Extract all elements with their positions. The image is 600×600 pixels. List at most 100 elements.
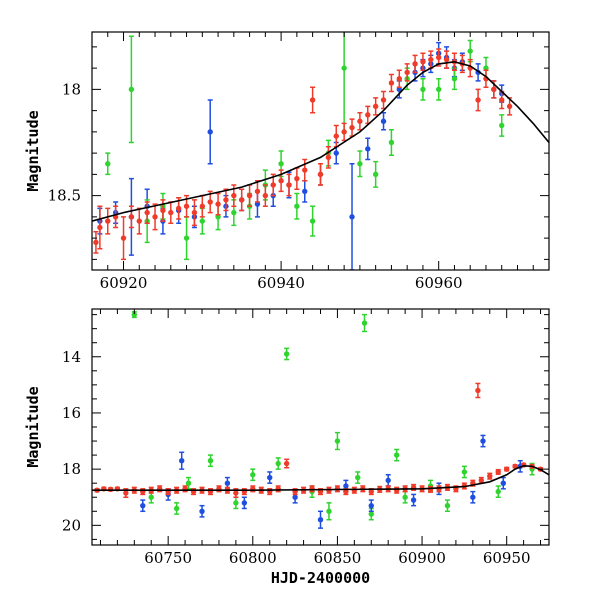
red-point [351, 487, 358, 493]
red-point [215, 201, 221, 207]
x-tick-label: 60750 [144, 549, 192, 567]
y-axis-label: Magnitude [24, 386, 42, 467]
x-tick-label: 60940 [257, 274, 305, 292]
plot-area [92, 311, 549, 529]
blue-point [368, 502, 374, 509]
red-point [343, 488, 349, 495]
green-point [393, 452, 400, 458]
red-point [495, 469, 501, 475]
blue-point [224, 480, 231, 486]
y-tick-label: 18 [62, 80, 81, 98]
x-tick-label: 60960 [415, 274, 463, 292]
blue-point [365, 146, 371, 152]
red-point [223, 197, 229, 203]
green-point [461, 469, 468, 475]
blue-point [500, 480, 506, 486]
blue-point [470, 494, 476, 500]
red-point [136, 218, 142, 224]
red-point [246, 192, 253, 199]
blue-point [333, 150, 339, 156]
y-tick-label: 16 [62, 404, 81, 422]
blue-point [207, 129, 213, 135]
blue-point [480, 438, 486, 444]
red-point [207, 199, 213, 205]
red-point [309, 486, 315, 492]
red-point [368, 488, 374, 495]
green-point [148, 494, 154, 500]
model-curve-line [92, 60, 549, 222]
blue-point [140, 502, 146, 509]
blue-point [380, 118, 387, 124]
blue-point [292, 494, 298, 500]
upper-panel: 60920 60940 60960 18 18.5 Magnitude [24, 31, 550, 292]
red-point [475, 387, 481, 394]
red-point [270, 182, 276, 188]
red-point [435, 54, 442, 61]
green-point [444, 502, 451, 509]
x-tick-label: 60920 [100, 274, 148, 292]
green-point [275, 460, 281, 467]
red-point [233, 490, 239, 496]
x-tick-label: 60900 [398, 549, 446, 567]
red-point [123, 490, 129, 496]
red-point [107, 486, 114, 493]
axes-frame [91, 308, 550, 546]
green-point [495, 488, 501, 495]
green-point [326, 508, 332, 514]
red-point [191, 209, 198, 216]
red-point [278, 178, 284, 184]
red-point [294, 175, 300, 182]
red-point [503, 466, 510, 472]
red-point [262, 192, 269, 199]
green-point [334, 438, 341, 444]
red-point [333, 133, 339, 139]
red-point [487, 473, 493, 479]
blue-point [199, 508, 205, 514]
red-point [302, 167, 308, 173]
green-point [368, 511, 374, 517]
red-point [428, 56, 434, 63]
blue-point [254, 201, 261, 207]
green-point [483, 65, 489, 71]
red-point [396, 76, 402, 82]
blue-point [241, 500, 248, 506]
red-point [105, 218, 111, 224]
green-point [215, 214, 221, 220]
green-point [341, 65, 347, 71]
green-point [451, 76, 458, 82]
green-point [185, 480, 192, 486]
red-point [309, 97, 316, 103]
model-curve-line [92, 464, 549, 492]
green-point [231, 209, 237, 216]
plot-area [92, 32, 549, 270]
x-tick-label: 60950 [483, 549, 531, 567]
green-point [294, 203, 300, 209]
red-point [506, 103, 513, 110]
blue-point [302, 188, 308, 195]
red-point [325, 154, 332, 161]
green-point [173, 505, 180, 512]
blue-point [317, 517, 324, 523]
green-point [499, 122, 505, 129]
lower-panel: 60750 60800 60850 60900 60950 14 16 18 20 Magnitu… [24, 308, 550, 587]
x-axis-label: HJD-2400000 [271, 569, 370, 587]
red-point [239, 197, 245, 203]
red-point [380, 97, 387, 103]
red-point [357, 118, 363, 124]
green-point [435, 86, 442, 93]
green-point [199, 218, 206, 224]
green-point [250, 472, 256, 478]
red-point [144, 209, 150, 216]
y-tick-label: 14 [62, 348, 81, 366]
red-point [512, 463, 518, 470]
blue-point [396, 86, 402, 93]
red-point [168, 209, 174, 216]
green-point [357, 161, 363, 167]
red-point [254, 188, 261, 195]
red-point [283, 460, 290, 467]
red-point [349, 124, 355, 131]
red-point [160, 207, 166, 214]
green-point [372, 171, 379, 178]
red-point [478, 477, 484, 484]
